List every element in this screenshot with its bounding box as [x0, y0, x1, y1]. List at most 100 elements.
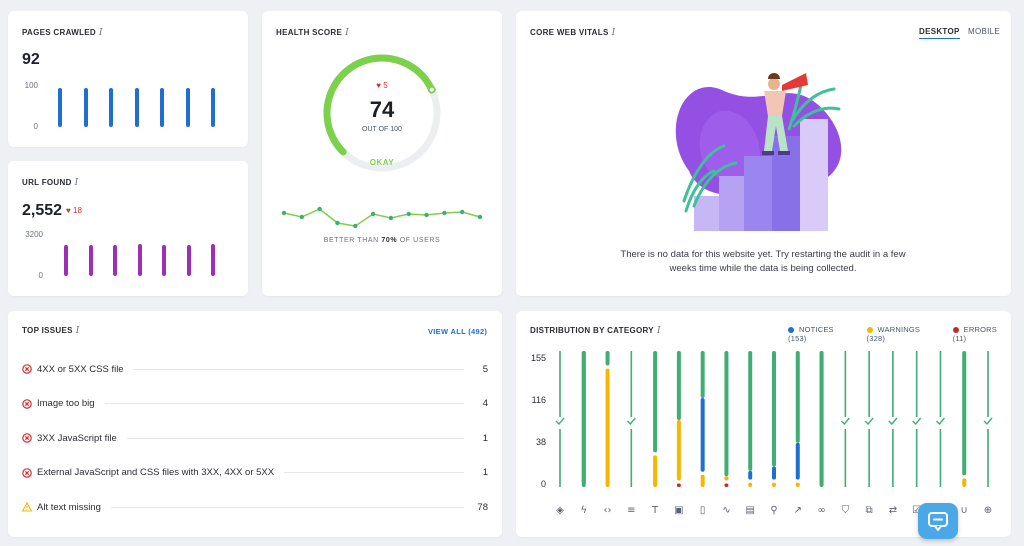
trend-point: [406, 211, 411, 217]
info-icon[interactable]: i: [656, 326, 661, 336]
warning-icon: [22, 502, 32, 512]
core-web-vitals-message: There is no data for this website yet. T…: [620, 249, 906, 274]
info-icon[interactable]: i: [98, 28, 103, 38]
url-found-change: ♥ 18: [66, 206, 82, 216]
category-bar-segment: [724, 476, 729, 481]
category-bar-ok: [772, 351, 776, 467]
check-mark-icon: [626, 417, 636, 426]
globe-icon[interactable]: ⊕: [984, 505, 992, 516]
mini-bar: [109, 88, 113, 127]
shield-icon[interactable]: ⛉: [842, 505, 850, 516]
trend-point: [388, 215, 394, 221]
magnet-icon[interactable]: ∪: [961, 505, 968, 516]
view-all-link[interactable]: VIEW ALL (492): [428, 327, 488, 336]
mini-bar: [58, 88, 62, 127]
check-mark-icon: [912, 417, 922, 426]
category-bar-ok: [700, 351, 705, 399]
mini-bar: [186, 245, 191, 276]
category-bar-ok: [581, 351, 586, 487]
search-icon[interactable]: ⚲: [770, 505, 777, 516]
issue-label[interactable]: 4XX or 5XX CSS file: [37, 363, 124, 375]
error-icon: [22, 433, 32, 443]
text-icon[interactable]: T: [651, 505, 659, 516]
health-gauge: [323, 54, 441, 172]
page-icon[interactable]: ▤: [745, 505, 754, 516]
issue-row[interactable]: Image too big 4: [22, 396, 488, 412]
legend-notices-dot: [788, 327, 794, 334]
url-found-ymin: 0: [38, 271, 43, 280]
chat-button[interactable]: [918, 503, 958, 539]
health-change: ♥ 5: [376, 81, 388, 90]
external-link-icon[interactable]: ↗: [794, 505, 802, 516]
cube-icon[interactable]: ◈: [556, 505, 564, 516]
issue-label[interactable]: Alt text missing: [37, 501, 101, 513]
link-icon[interactable]: ∞: [817, 505, 825, 516]
mini-bar: [113, 245, 117, 276]
issue-label[interactable]: Image too big: [37, 398, 95, 409]
info-icon[interactable]: i: [75, 326, 80, 336]
legend-warnings[interactable]: WARNINGS (328): [866, 325, 921, 343]
url-found-value: 2,552 ♥ 18: [22, 202, 82, 219]
trend-line: [283, 208, 481, 227]
category-bar-ok: [962, 351, 967, 476]
issue-row[interactable]: 4XX or 5XX CSS file 5: [22, 361, 488, 377]
checkbox-icon[interactable]: ☑: [912, 505, 921, 516]
info-icon[interactable]: i: [74, 178, 79, 188]
pages-crawled-card: PAGES CRAWLED i 92 100 0: [8, 11, 248, 147]
issue-row[interactable]: External JavaScript and CSS files with 3…: [22, 465, 488, 481]
lines-icon[interactable]: ≡: [627, 505, 635, 516]
distribution-title: DISTRIBUTION BY CATEGORY i: [530, 326, 661, 336]
check-mark-icon: [888, 417, 898, 426]
trend-point: [353, 223, 358, 229]
health-trend-chart: [281, 206, 483, 229]
mobile-icon[interactable]: ▯: [700, 505, 706, 516]
legend-errors[interactable]: ERRORS (11): [952, 325, 997, 343]
issue-label[interactable]: 3XX JavaScript file: [37, 432, 117, 444]
category-bar-segment: [962, 478, 967, 487]
issue-divider: [104, 403, 464, 404]
issue-row[interactable]: 3XX JavaScript file 1: [22, 430, 488, 446]
trend-point: [335, 220, 340, 226]
tab-desktop[interactable]: DESKTOP: [919, 27, 960, 39]
y-tick-label: 116: [531, 395, 546, 405]
error-icon: [22, 364, 32, 374]
category-bar-segment: [772, 466, 776, 480]
issue-count: 1: [482, 432, 488, 444]
top-issues-card: TOP ISSUES i VIEW ALL (492) 4XX or 5XX CS…: [8, 311, 502, 537]
legend-warnings-dot: [866, 327, 873, 334]
no-data-illustration: [675, 73, 842, 231]
category-bar-segment: [605, 368, 610, 487]
core-web-vitals-title: CORE WEB VITALS i: [530, 28, 616, 38]
check-mark-icon: [864, 417, 874, 426]
issue-count: 4: [482, 398, 488, 409]
check-mark-icon: [935, 417, 945, 426]
copy-icon[interactable]: ⧉: [866, 505, 873, 516]
core-web-vitals-card: CORE WEB VITALS i DESKTOP MOBILE There is…: [516, 11, 1011, 296]
category-bar-segment: [676, 419, 681, 481]
pulse-icon[interactable]: ∿: [722, 505, 730, 516]
bolt-icon[interactable]: ϟ: [580, 505, 587, 516]
category-bar-segment: [772, 482, 776, 487]
top-issues-title: TOP ISSUES i: [22, 326, 80, 336]
category-bar-segment: [748, 470, 753, 480]
category-bar-ok: [724, 351, 729, 477]
code-icon[interactable]: ‹›: [604, 505, 612, 516]
trend-point: [424, 212, 429, 218]
category-bar-segment: [700, 474, 705, 487]
url-found-title: URL FOUND i: [22, 178, 79, 188]
issue-label[interactable]: External JavaScript and CSS files with 3…: [37, 467, 275, 478]
legend-notices[interactable]: NOTICES (153): [788, 325, 834, 343]
issue-row[interactable]: Alt text missing 78: [22, 499, 488, 515]
issue-divider: [126, 437, 464, 439]
image-icon[interactable]: ▣: [674, 505, 683, 516]
tab-mobile[interactable]: MOBILE: [968, 27, 1001, 36]
issue-divider: [133, 368, 464, 370]
url-found-chart: [54, 235, 234, 276]
category-bar-segment: [700, 398, 705, 472]
info-icon[interactable]: i: [345, 28, 349, 38]
y-tick-label: 0: [540, 479, 546, 489]
info-icon[interactable]: i: [611, 28, 616, 38]
swap-icon[interactable]: ⇄: [889, 505, 897, 516]
trend-point: [477, 214, 483, 220]
category-bar-ok: [795, 351, 800, 443]
